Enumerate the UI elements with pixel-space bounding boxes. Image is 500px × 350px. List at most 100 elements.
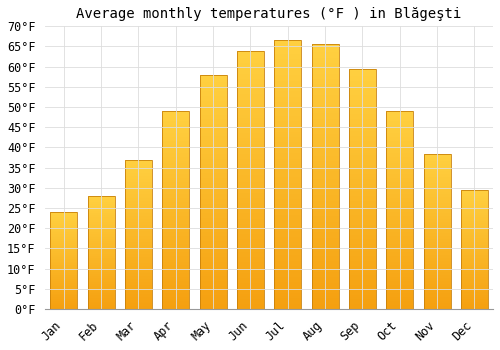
Bar (162, 137, 189, 139)
Bar (312, 180, 338, 182)
Bar (162, 167, 189, 168)
Bar (386, 218, 413, 220)
Bar (200, 82, 226, 84)
Bar (125, 272, 152, 273)
Bar (312, 163, 338, 166)
Bar (125, 218, 152, 219)
Bar (349, 259, 376, 261)
Bar (312, 111, 338, 113)
Bar (424, 256, 450, 258)
Bar (88, 236, 115, 237)
Bar (200, 112, 226, 114)
Bar (461, 195, 488, 196)
Bar (162, 182, 189, 184)
Bar (349, 223, 376, 225)
Bar (386, 155, 413, 156)
Bar (200, 124, 226, 126)
Bar (88, 285, 115, 286)
Bar (200, 227, 226, 229)
Bar (312, 166, 338, 169)
Bar (125, 249, 152, 251)
Bar (312, 275, 338, 277)
Bar (312, 132, 338, 134)
Bar (461, 265, 488, 266)
Bar (125, 255, 152, 257)
Bar (200, 93, 226, 96)
Bar (200, 77, 226, 79)
Bar (274, 156, 301, 159)
Bar (88, 248, 115, 249)
Bar (88, 205, 115, 206)
Bar (162, 184, 189, 186)
Bar (125, 179, 152, 181)
Bar (312, 44, 338, 47)
Bar (461, 235, 488, 236)
Bar (162, 248, 189, 250)
Bar (386, 129, 413, 131)
Bar (162, 202, 189, 204)
Bar (386, 143, 413, 145)
Bar (88, 266, 115, 267)
Bar (312, 240, 338, 243)
Bar (274, 282, 301, 285)
Bar (312, 267, 338, 270)
Bar (50, 245, 78, 246)
Bar (349, 146, 376, 148)
Bar (88, 261, 115, 262)
Bar (349, 261, 376, 263)
Bar (461, 261, 488, 262)
Bar (312, 209, 338, 211)
Bar (461, 284, 488, 285)
Bar (88, 212, 115, 213)
Bar (424, 206, 450, 208)
Bar (312, 280, 338, 282)
Bar (312, 140, 338, 142)
Bar (50, 223, 78, 224)
Bar (461, 224, 488, 226)
Bar (125, 303, 152, 304)
Bar (461, 291, 488, 292)
Bar (50, 216, 78, 217)
Bar (162, 279, 189, 281)
Bar (162, 176, 189, 178)
Bar (237, 141, 264, 144)
Bar (386, 273, 413, 275)
Bar (312, 87, 338, 90)
Bar (274, 51, 301, 54)
Bar (461, 254, 488, 256)
Bar (274, 220, 301, 223)
Bar (125, 308, 152, 309)
Bar (50, 275, 78, 276)
Bar (200, 222, 226, 225)
Bar (162, 218, 189, 220)
Bar (200, 121, 226, 124)
Bar (386, 127, 413, 129)
Bar (461, 306, 488, 307)
Bar (162, 289, 189, 291)
Bar (88, 300, 115, 301)
Bar (424, 205, 450, 206)
Bar (200, 302, 226, 304)
Bar (274, 255, 301, 258)
Bar (88, 282, 115, 283)
Bar (461, 245, 488, 246)
Bar (274, 67, 301, 70)
Bar (349, 237, 376, 239)
Bar (424, 300, 450, 301)
Bar (50, 233, 78, 235)
Bar (125, 162, 152, 164)
Bar (424, 217, 450, 219)
Bar (386, 230, 413, 232)
Bar (237, 50, 264, 53)
Bar (424, 180, 450, 182)
Bar (88, 303, 115, 304)
Bar (125, 176, 152, 177)
Bar (162, 256, 189, 258)
Bar (125, 239, 152, 240)
Bar (125, 173, 152, 175)
Bar (386, 238, 413, 240)
Bar (424, 196, 450, 197)
Bar (162, 246, 189, 248)
Bar (237, 100, 264, 102)
Bar (424, 226, 450, 228)
